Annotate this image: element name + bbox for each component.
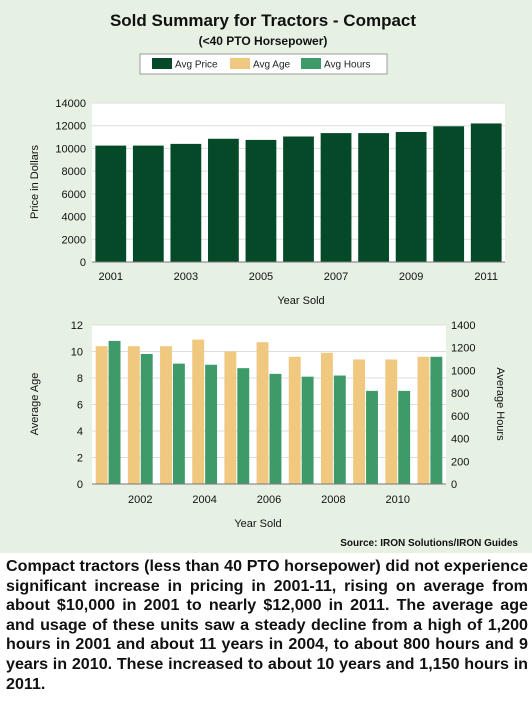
price-bar [320,133,352,262]
age-bar [353,359,366,484]
top-x-tick-label: 2005 [249,271,273,283]
bottom-x-tick-label: 2008 [321,494,345,506]
age-bar [417,356,430,484]
chart-figure: Sold Summary for Tractors - Compact (<40… [29,11,518,549]
price-bars [95,123,502,263]
price-bar [395,131,427,262]
legend-swatch-age [230,58,250,69]
hours-bar [237,368,250,484]
top-y-tick-labels: 0 2000 4000 6000 8000 10000 12000 14000 [55,98,86,269]
bottom-y2-tick-label: 1200 [451,343,475,355]
age-bar [224,351,237,484]
hours-bar [398,390,411,484]
hours-bar [108,340,121,484]
caption-text: Compact tractors (less than 40 PTO horse… [6,557,528,693]
age-bar [160,346,172,484]
hours-bar [366,390,378,484]
age-bar [256,342,269,484]
age-bar [95,346,108,484]
bottom-x-tick-labels: 2002 2004 2006 2008 2010 [128,494,410,506]
price-bar [358,133,389,262]
bottom-y-tick-label: 10 [71,347,83,359]
bottom-y-tick-label: 0 [77,479,83,491]
legend-label-price: Avg Price [175,60,218,71]
age-bar [288,356,301,484]
top-x-tick-label: 2001 [99,271,123,283]
top-y-tick-label: 2000 [62,234,86,246]
legend-label-hours: Avg Hours [324,60,371,71]
price-bar [132,145,164,262]
bottom-y2-tick-label: 800 [451,388,469,400]
price-bar [470,123,502,262]
price-bar [283,136,314,262]
legend-label-age: Avg Age [253,60,291,71]
bottom-x-axis-label: Year Sold [234,518,281,530]
age-bar [192,339,205,484]
legend-swatch-price [152,58,172,69]
bottom-y-tick-labels: 0 2 4 6 8 10 12 [71,320,83,491]
top-y-tick-label: 4000 [62,212,86,224]
price-bar [245,139,277,262]
hours-bar [301,376,314,484]
hours-bar [205,364,218,484]
bottom-y2-tick-label: 200 [451,456,469,468]
bottom-y-tick-label: 2 [77,453,83,465]
top-y-tick-label: 0 [80,257,86,269]
top-x-axis-label: Year Sold [277,295,324,307]
age-bar [385,359,398,484]
hours-bar [172,363,185,484]
bottom-y2-tick-labels: 0 200 400 600 800 1000 1200 1400 [451,320,475,491]
top-x-tick-label: 2011 [474,271,498,283]
chart-subtitle: (<40 PTO Horsepower) [199,34,328,48]
legend-box [139,53,388,75]
bottom-x-tick-label: 2006 [257,494,281,506]
age-bar [320,352,333,484]
bottom-y2-tick-label: 1000 [451,365,475,377]
age-hours-bars [95,339,443,484]
price-bar [208,138,239,262]
hours-bar [140,353,153,484]
age-bar [127,346,140,484]
bottom-y2-tick-label: 600 [451,411,469,423]
bottom-y2-tick-label: 400 [451,434,469,446]
bottom-y2-axis-label: Average Hours [494,367,506,441]
bottom-y-tick-label: 12 [71,320,83,332]
top-x-tick-label: 2003 [174,271,198,283]
bottom-x-tick-label: 2002 [128,494,152,506]
top-y-tick-label: 6000 [62,189,86,201]
bottom-x-tick-label: 2010 [385,494,409,506]
bottom-y-tick-label: 4 [77,426,83,438]
chart-title: Sold Summary for Tractors - Compact [110,11,416,30]
bottom-y-tick-label: 6 [77,400,83,412]
bottom-x-tick-label: 2004 [192,494,216,506]
price-bar [170,143,202,262]
top-y-tick-label: 12000 [55,121,86,133]
top-x-tick-label: 2009 [399,271,423,283]
bottom-y-tick-label: 8 [77,373,83,385]
hours-bar [430,356,443,484]
price-bar [433,126,465,263]
chart-panel: Sold Summary for Tractors - Compact (<40… [0,0,532,553]
source-note: Source: IRON Solutions/IRON Guides [340,538,518,549]
price-bar [95,145,127,262]
hours-bar [333,375,346,484]
top-y-tick-label: 8000 [62,166,86,178]
hours-bar [269,373,282,484]
legend-swatch-hours [301,58,321,69]
top-y-axis-label: Price in Dollars [29,145,41,219]
bottom-y2-tick-label: 0 [451,479,457,491]
top-x-tick-labels: 2001 2003 2005 2007 2009 2011 [99,271,499,283]
top-x-tick-label: 2007 [324,271,348,283]
bottom-y-axis-label: Average Age [29,373,41,436]
top-y-tick-label: 14000 [55,98,86,110]
top-y-tick-label: 10000 [55,143,86,155]
bottom-y2-tick-label: 1400 [451,320,475,332]
